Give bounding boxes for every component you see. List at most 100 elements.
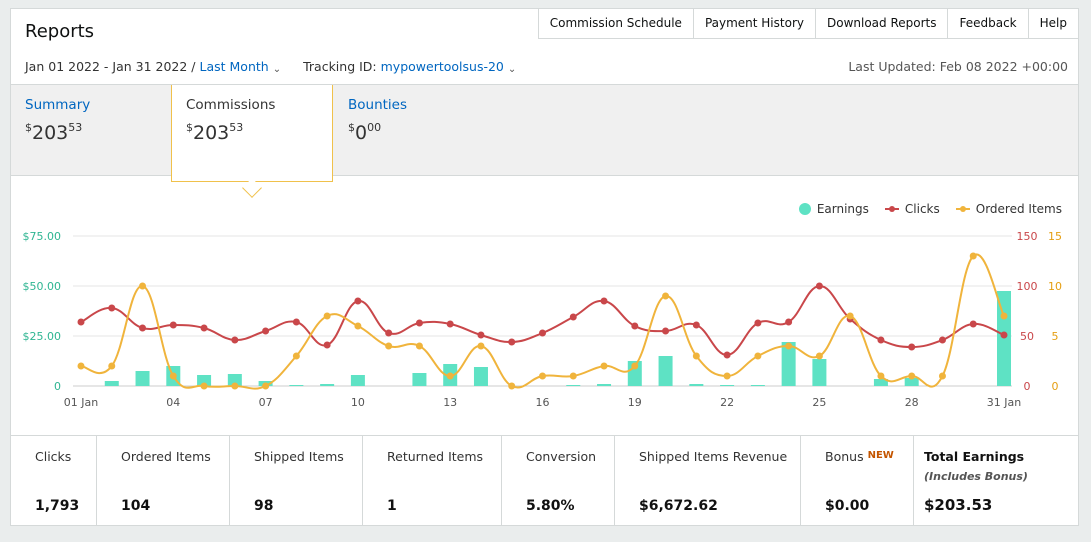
clicks-point (508, 338, 516, 346)
earnings-bar (104, 381, 119, 386)
ordered-items-swatch (955, 204, 970, 214)
stat-label: Shipped Items (254, 449, 344, 464)
period-dropdown[interactable]: Last Month ⌄ (200, 59, 282, 75)
commission-schedule-link[interactable]: Commission Schedule (537, 8, 693, 39)
clicks-point (262, 327, 270, 335)
earnings-bar (720, 385, 735, 386)
clicks-point (569, 313, 577, 321)
stat-returned-items: Returned Items 1 (363, 436, 502, 526)
stat-label: Conversion (526, 449, 597, 464)
clicks-point (877, 336, 885, 344)
feedback-link[interactable]: Feedback (947, 8, 1028, 39)
legend-clicks[interactable]: Clicks (884, 202, 940, 216)
tab-bounties-label: Bounties (348, 97, 408, 113)
clicks-point (969, 320, 977, 328)
chevron-down-icon: ⌄ (272, 64, 282, 75)
earnings-bar (197, 375, 212, 386)
clicks-point (139, 324, 147, 332)
ordered-items-point (354, 322, 362, 330)
earnings-bar (750, 385, 765, 386)
y-right-clicks-tick-label: 50 (1020, 330, 1034, 343)
y-left-tick-label: $75.00 (23, 230, 62, 243)
x-tick-label: 16 (536, 396, 550, 409)
earnings-bar (289, 385, 304, 386)
stat-ordered-items: Ordered Items 104 (97, 436, 230, 526)
y-right-clicks-tick-label: 0 (1024, 380, 1031, 393)
tab-summary[interactable]: Summary $20353 (11, 85, 171, 175)
earnings-bar (320, 384, 335, 386)
legend-earnings[interactable]: Earnings (798, 202, 869, 216)
clicks-point (108, 304, 116, 312)
ordered-items-point (446, 372, 454, 380)
earnings-bar (597, 384, 612, 386)
clicks-point (815, 282, 823, 290)
clicks-point (723, 351, 731, 359)
x-tick-label: 31 Jan (987, 396, 1021, 409)
tab-bounties-value: $000 (348, 121, 382, 144)
stat-clicks: Clicks 1,793 (11, 436, 97, 526)
stat-shipped-items: Shipped Items 98 (230, 436, 363, 526)
help-link[interactable]: Help (1027, 8, 1079, 39)
clicks-point (631, 322, 639, 330)
clicks-swatch (884, 204, 899, 214)
ordered-items-point (969, 252, 977, 260)
ordered-items-point (846, 312, 854, 320)
ordered-items-point (508, 382, 516, 390)
ordered-items-point (262, 382, 270, 390)
stat-total-earnings: Total Earnings (Includes Bonus) $203.53 (914, 436, 1078, 526)
chevron-down-icon: ⌄ (507, 64, 517, 75)
earnings-bar (227, 374, 242, 386)
earnings-bar (658, 356, 673, 386)
ordered-items-point (292, 352, 300, 360)
earnings-bar (873, 379, 888, 386)
reports-card: Reports Commission Schedule Payment Hist… (10, 8, 1079, 526)
x-tick-label: 10 (351, 396, 365, 409)
tab-commissions-value: $20353 (186, 121, 244, 144)
stats-bar: Clicks 1,793 Ordered Items 104 Shipped I… (11, 435, 1078, 526)
tab-bounties[interactable]: Bounties $000 (334, 85, 494, 175)
stat-shipped-revenue: Shipped Items Revenue $6,672.62 (615, 436, 801, 526)
earnings-bar (904, 378, 919, 386)
tab-commissions[interactable]: Commissions $20353 (171, 85, 333, 182)
earnings-swatch (798, 203, 811, 215)
ordered-items-point (600, 362, 608, 370)
clicks-point (938, 336, 946, 344)
y-right-items-tick-label: 0 (1052, 380, 1059, 393)
stat-value: 1 (387, 498, 397, 514)
ordered-items-point (200, 382, 208, 390)
page-title: Reports (25, 21, 95, 42)
ordered-items-point (323, 312, 331, 320)
stat-label: Returned Items (387, 449, 484, 464)
y-right-items-tick-label: 10 (1048, 280, 1062, 293)
ordered-items-point (415, 342, 423, 350)
clicks-point (292, 318, 300, 326)
clicks-point (908, 343, 916, 351)
tracking-id-dropdown[interactable]: mypowertoolsus-20 ⌄ (381, 59, 517, 75)
earnings-bar (689, 384, 704, 386)
ordered-items-point (662, 292, 670, 300)
clicks-point (169, 321, 177, 329)
download-reports-link[interactable]: Download Reports (814, 8, 948, 39)
legend-ordered-items[interactable]: Ordered Items (955, 202, 1062, 216)
y-left-tick-label: 0 (54, 380, 61, 393)
ordered-items-point (785, 342, 793, 350)
clicks-point (415, 319, 423, 327)
payment-history-link[interactable]: Payment History (692, 8, 815, 39)
ordered-items-point (569, 372, 577, 380)
y-right-clicks-tick-label: 100 (1017, 280, 1038, 293)
new-badge: NEW (867, 450, 894, 461)
date-range: Jan 01 2022 - Jan 31 2022 / (25, 59, 196, 74)
earnings-bar (135, 371, 150, 386)
clicks-point (446, 320, 454, 328)
clicks-point (477, 331, 485, 339)
earnings-bar (627, 361, 642, 386)
clicks-point (231, 336, 239, 344)
clicks-point (385, 329, 393, 337)
stat-value: $0.00 (825, 498, 870, 514)
ordered-items-point (754, 352, 762, 360)
ordered-items-point (108, 362, 116, 370)
clicks-point (323, 341, 331, 349)
ordered-items-point (692, 352, 700, 360)
stat-value: $6,672.62 (639, 498, 718, 514)
